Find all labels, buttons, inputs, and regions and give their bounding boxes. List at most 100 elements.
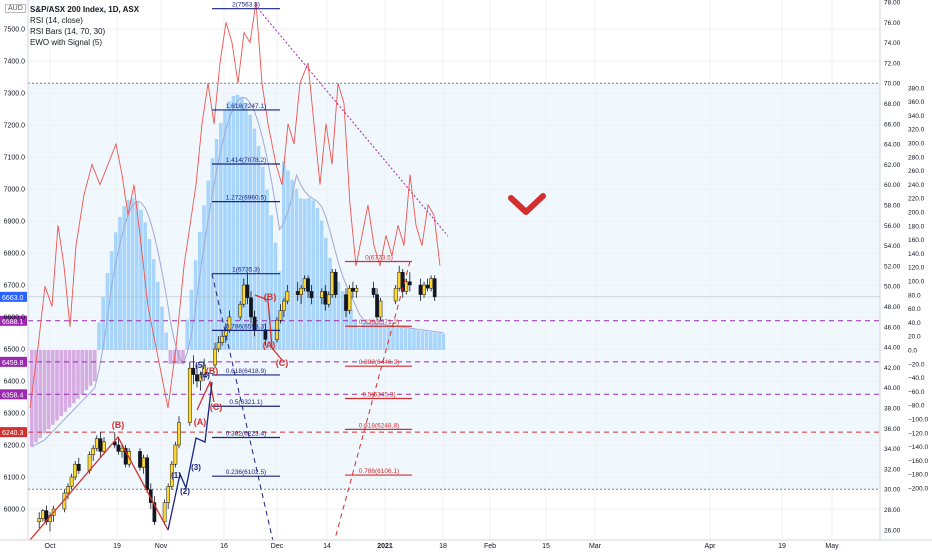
ewo-tick-label: −140.0: [908, 444, 928, 451]
rsi-tick-label: 60.00: [884, 182, 901, 189]
ewo-bar: [282, 161, 286, 350]
rsi-tick-label: 34.00: [884, 446, 901, 453]
ewo-tick-label: 40.0: [908, 320, 921, 327]
price-tick-label: 6600.0: [4, 315, 26, 322]
ewo-tick-label: 240.0: [908, 182, 925, 189]
ewo-bar: [252, 128, 257, 350]
ewo-bar: [298, 198, 303, 350]
ewo-bar: [441, 333, 446, 350]
price-level-label: 6588.1: [2, 319, 24, 326]
fib-ext-label: 0.786(6558.3): [226, 323, 266, 330]
fib-ext-label: 1.272(6960.5): [226, 195, 266, 202]
ewo-bar: [399, 327, 404, 350]
candle: [323, 291, 328, 305]
wave-line-red: [196, 379, 215, 411]
price-level-label: 6459.8: [2, 360, 24, 367]
ewo-bar: [147, 239, 152, 350]
wave-label-red: (C): [210, 402, 223, 412]
ewo-tick-label: 180.0: [908, 223, 925, 230]
rsi-tick-label: 54.00: [884, 243, 901, 250]
ewo-bar: [433, 332, 437, 350]
candle: [220, 335, 225, 343]
ewo-tick-label: 160.0: [908, 237, 925, 244]
fib-ret-diagonal: [331, 261, 411, 551]
fib-ext-label: 1(6735.3): [232, 267, 260, 274]
ewo-bar: [370, 323, 374, 350]
ewo-tick-label: −100.0: [908, 417, 928, 424]
rsi-band: [28, 83, 880, 490]
ewo-bar: [248, 114, 252, 350]
ewo-bar: [235, 94, 240, 350]
ewo-bar: [303, 199, 307, 350]
ewo-bar: [223, 110, 227, 350]
candle: [202, 364, 207, 375]
ewo-bar: [206, 180, 210, 350]
candle: [306, 278, 310, 292]
candle: [162, 502, 167, 523]
rsi-tick-label: 40.00: [884, 385, 901, 392]
candle: [333, 271, 338, 295]
ewo-tick-label: −40.0: [908, 375, 925, 382]
ewo-tick-label: 200.0: [908, 210, 925, 217]
price-tick-label: 6800.0: [4, 251, 26, 258]
candle: [173, 444, 178, 465]
wave-line-red: [29, 435, 169, 541]
ewo-bar: [151, 259, 156, 350]
candle: [344, 294, 348, 311]
ewo-bar: [340, 291, 345, 350]
wave-label-blue: (5): [195, 361, 205, 370]
fib-ret-label: 0.382(6446.3): [359, 359, 399, 366]
ewo-tick-label: 0.0: [908, 348, 917, 355]
candle: [213, 348, 217, 366]
candle: [330, 271, 335, 295]
ewo-bar: [160, 306, 164, 350]
fib-ext-label: 0.236(6102.5): [226, 469, 266, 476]
ewo-bar: [357, 328, 362, 350]
x-tick-label: Dec: [271, 543, 284, 550]
x-tick-label: Oct: [45, 543, 56, 550]
candle: [91, 447, 96, 455]
right-axis-bg: [880, 0, 932, 550]
candle: [73, 463, 78, 478]
fib-ext-label: 0.382(6223.4): [226, 431, 266, 438]
ewo-bar: [336, 281, 341, 350]
ewo-tick-label: 20.0: [908, 334, 921, 341]
currency-badge: AUD: [5, 4, 26, 13]
candle: [245, 284, 250, 299]
ewo-bar: [164, 332, 168, 350]
ewo-bar: [46, 350, 51, 430]
wave-label-red: (C): [276, 358, 289, 368]
ewo-tick-label: −20.0: [908, 361, 925, 368]
ewo-tick-label: 140.0: [908, 251, 925, 258]
ewo-tick-label: 260.0: [908, 168, 925, 175]
price-tick-label: 7300.0: [4, 91, 26, 98]
ewo-tick-label: 340.0: [908, 113, 925, 120]
x-tick-label: Feb: [484, 543, 496, 550]
ewo-bar: [244, 104, 248, 350]
candle: [432, 278, 437, 298]
x-tick-label: 19: [113, 543, 121, 550]
x-tick-label: 16: [220, 543, 228, 550]
legend-rsi: RSI (14, close): [30, 16, 83, 25]
fib-ret-label: 0(6773.5): [365, 254, 393, 261]
price-tick-label: 7100.0: [4, 155, 26, 162]
ewo-bar: [437, 333, 441, 350]
candle: [282, 300, 286, 311]
ewo-bar: [143, 222, 147, 350]
price-tick-label: 6000.0: [4, 507, 26, 514]
rsi-tick-label: 68.00: [884, 101, 901, 108]
ewo-bar: [84, 350, 89, 391]
x-tick-label: 19: [778, 543, 786, 550]
candle: [397, 271, 402, 289]
candle: [145, 457, 150, 491]
wave-label-blue: (1): [171, 471, 181, 480]
rsi-tick-label: 36.00: [884, 426, 901, 433]
price-tick-label: 7200.0: [4, 123, 26, 130]
ewo-bar: [315, 207, 320, 350]
ewo-bar: [403, 328, 408, 350]
candle: [102, 441, 106, 452]
rsi-tick-label: 58.00: [884, 203, 901, 210]
x-tick-label: Mar: [589, 543, 602, 550]
ewo-bar: [227, 101, 231, 350]
wave-label-red: (B): [264, 292, 277, 302]
